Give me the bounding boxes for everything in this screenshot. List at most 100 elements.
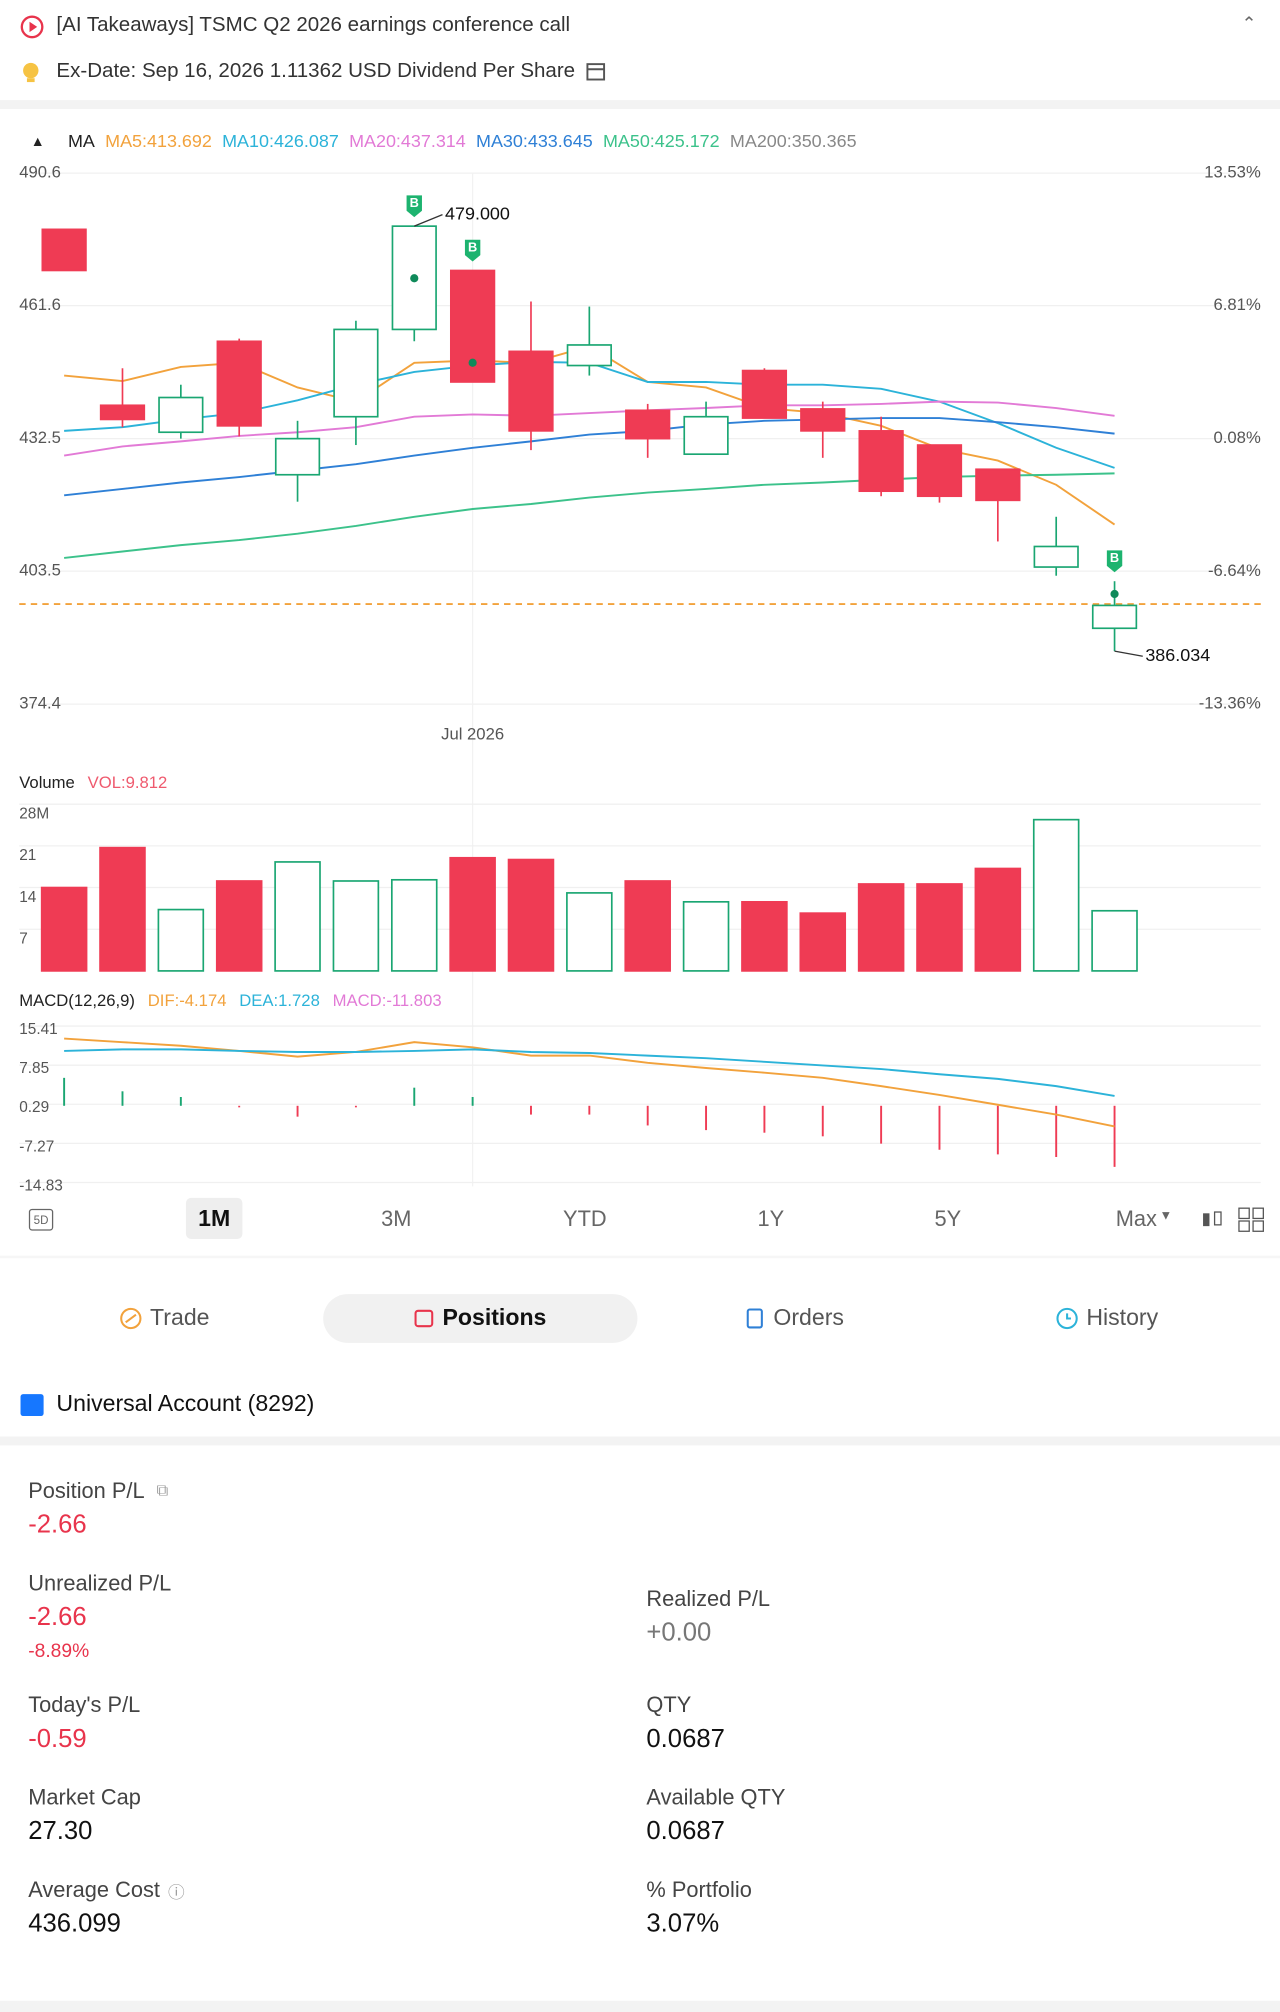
trade-dot — [468, 358, 477, 367]
legend-entry: MA50:425.172 — [603, 131, 720, 151]
tab[interactable]: History — [1086, 1304, 1159, 1331]
period-tab[interactable]: Max — [1115, 1206, 1157, 1232]
annotation: 479.000 — [445, 203, 510, 223]
share-icon[interactable]: ⧉ — [156, 1480, 169, 1500]
tab[interactable]: Trade — [150, 1304, 210, 1331]
period-label: 5D — [34, 1215, 49, 1227]
candle-body — [858, 430, 904, 493]
dividend-info: Ex-Date: Sep 16, 2026 1.11362 USD Divide… — [56, 60, 576, 83]
candle-body — [625, 409, 671, 440]
volume-bar — [332, 880, 380, 972]
volume-bar — [974, 867, 1022, 972]
y-tick-label: 7 — [19, 931, 28, 948]
legend-entry: DEA:1.728 — [239, 991, 320, 1010]
period-tab[interactable]: 1Y — [757, 1206, 785, 1232]
field-value: +0.00 — [646, 1618, 712, 1647]
legend-entry: MA10:426.087 — [222, 131, 339, 151]
field-value: 0.0687 — [646, 1725, 725, 1754]
period-selected — [185, 1197, 243, 1239]
history-icon — [1056, 1307, 1078, 1330]
panel-title: Volume — [19, 773, 75, 792]
candle-body — [800, 408, 846, 432]
legend-entry: MA200:350.365 — [730, 131, 857, 151]
field-value: 0.0687 — [646, 1817, 725, 1846]
period-tab[interactable]: 5Y — [934, 1206, 962, 1232]
volume-bar — [274, 861, 321, 972]
field-label: Available QTY — [646, 1785, 786, 1810]
field-label: % Portfolio — [646, 1877, 752, 1903]
candle-body — [41, 228, 87, 272]
volume-bar — [1091, 909, 1138, 972]
candle-body — [566, 344, 612, 367]
period-tab[interactable]: 1M — [198, 1205, 231, 1232]
candle-body — [1091, 604, 1138, 630]
y2-tick-label: 6.81% — [1214, 295, 1261, 314]
volume-bar — [157, 908, 205, 972]
y-tick-label: 15.41 — [19, 1021, 57, 1038]
candle-body — [99, 404, 146, 421]
y2-tick-label: -13.36% — [1199, 694, 1261, 713]
tab[interactable]: Positions — [442, 1304, 547, 1331]
trade-dot — [1110, 589, 1119, 599]
volume-bar — [857, 883, 905, 972]
marker-badge — [1106, 550, 1123, 573]
volume-bar — [916, 883, 963, 972]
layout-icon[interactable] — [1238, 1207, 1266, 1233]
panel-title: MACD(12,26,9) — [19, 991, 135, 1010]
legend-entry: MA20:437.314 — [349, 131, 466, 151]
divider — [0, 100, 1280, 110]
account-name[interactable]: Universal Account (8292) — [56, 1390, 315, 1416]
field-percent: -8.89% — [28, 1640, 90, 1663]
divider — [0, 1436, 1280, 1446]
volume-bar — [682, 900, 730, 972]
trade-dot — [410, 274, 419, 283]
period-tab[interactable]: 3M — [381, 1206, 412, 1232]
field-label: Market Cap — [28, 1785, 141, 1810]
field-value: 3.07% — [646, 1909, 720, 1938]
field-value: 436.099 — [28, 1909, 121, 1938]
marker-label: B — [1110, 550, 1119, 565]
field-label: Realized P/L — [646, 1586, 771, 1611]
ma-line — [64, 417, 1115, 497]
legend-entry: MA30:433.645 — [476, 131, 593, 151]
legend-entry: DIF:-4.174 — [148, 991, 227, 1010]
y-tick-label: 14 — [19, 889, 37, 906]
news-icon — [20, 15, 44, 39]
marker-label: B — [410, 195, 419, 210]
volume-bar — [449, 856, 496, 972]
info-icon[interactable]: ⓘ — [168, 1882, 185, 1903]
chart-area: ▲ MA MA5:413.692 MA10:426.087 MA20:437.314 MA… — [19, 131, 1261, 1194]
divider — [0, 2000, 1280, 2012]
period-tab[interactable]: YTD — [563, 1206, 607, 1232]
candle-body — [683, 415, 729, 456]
volume-bar — [40, 886, 88, 972]
volume-bar — [566, 892, 613, 972]
legend-entry: VOL:9.812 — [88, 773, 168, 792]
calendar-icon[interactable] — [585, 60, 608, 83]
candle-icon[interactable] — [1200, 1207, 1223, 1233]
y-tick-label: 28M — [19, 805, 49, 822]
volume-bar — [507, 858, 555, 972]
y-tick-label: 21 — [19, 847, 36, 864]
field-label: QTY — [646, 1692, 692, 1718]
annotation: 386.034 — [1145, 645, 1210, 665]
candle-body — [333, 328, 379, 418]
tab[interactable]: Orders — [773, 1304, 844, 1331]
news-headline[interactable]: [AI Takeaways] TSMC Q2 2026 earnings con… — [56, 14, 571, 36]
volume-bar — [624, 880, 671, 972]
field-value: 27.30 — [28, 1817, 93, 1846]
candle-body — [975, 468, 1021, 502]
volume-bar — [799, 912, 847, 972]
y-tick-label: 461.6 — [19, 295, 61, 314]
account-icon — [20, 1394, 44, 1416]
marker-badge — [406, 195, 422, 218]
marker-label: B — [468, 239, 477, 254]
collapse[interactable]: ⌃ — [1241, 12, 1257, 34]
dropdown-arrow: ▼ — [1159, 1209, 1173, 1224]
y-tick-label: -14.83 — [19, 1177, 63, 1194]
y-tick-label: 7.85 — [19, 1060, 49, 1077]
volume-bar — [741, 900, 788, 972]
legend-icon: ▲ — [31, 133, 45, 149]
5d-icon[interactable]: 5D — [28, 1208, 54, 1231]
